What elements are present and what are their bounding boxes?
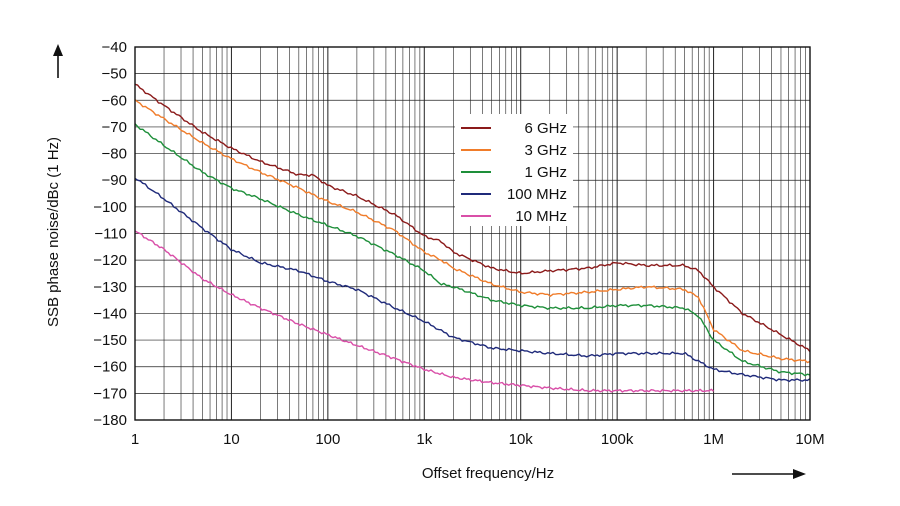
x-tick-label-7: 10M bbox=[795, 431, 824, 448]
y-tick-label-12: −160 bbox=[93, 359, 127, 376]
series-line-4 bbox=[134, 230, 715, 393]
x-tick-label-6: 1M bbox=[703, 431, 724, 448]
y-tick-label-11: −150 bbox=[93, 332, 127, 349]
y-axis-arrow bbox=[53, 44, 63, 78]
legend-label-4: 10 MHz bbox=[515, 208, 567, 225]
y-tick-label-8: −120 bbox=[93, 252, 127, 269]
x-tick-label-1: 10 bbox=[223, 431, 240, 448]
x-tick-label-0: 1 bbox=[131, 431, 139, 448]
grid bbox=[134, 46, 810, 421]
y-tick-label-10: −140 bbox=[93, 305, 127, 322]
x-axis-label: Offset frequency/Hz bbox=[422, 465, 554, 482]
legend-label-2: 1 GHz bbox=[524, 164, 567, 181]
y-tick-label-9: −130 bbox=[93, 279, 127, 296]
legend: 6 GHz 3 GHz 1 GHz 100 MHz 10 MHz bbox=[455, 114, 573, 226]
y-tick-label-14: −180 bbox=[93, 412, 127, 429]
plot-frame bbox=[134, 46, 811, 421]
y-tick-label-6: −100 bbox=[93, 199, 127, 216]
y-tick-label-3: −70 bbox=[102, 119, 127, 136]
y-tick-label-1: −50 bbox=[102, 66, 127, 83]
legend-box bbox=[455, 114, 573, 226]
y-tick-label-4: −80 bbox=[102, 146, 127, 163]
y-tick-label-13: −170 bbox=[93, 385, 127, 402]
series-line-3 bbox=[134, 177, 811, 383]
x-tick-label-2: 100 bbox=[315, 431, 340, 448]
legend-label-1: 3 GHz bbox=[524, 142, 567, 159]
series-line-2 bbox=[134, 123, 811, 377]
legend-label-3: 100 MHz bbox=[507, 186, 567, 203]
x-axis-arrow bbox=[732, 469, 806, 479]
series-line-1 bbox=[134, 99, 811, 364]
tick-labels: −40 −50 −60 −70 −80 −90 −100 −110 −120 −130 −140 −1… bbox=[93, 39, 824, 448]
x-tick-label-4: 10k bbox=[509, 431, 534, 448]
x-tick-label-5: 100k bbox=[601, 431, 634, 448]
series-line-0 bbox=[134, 83, 811, 353]
y-tick-label-0: −40 bbox=[102, 39, 127, 56]
x-tick-label-3: 1k bbox=[416, 431, 432, 448]
y-tick-label-7: −110 bbox=[94, 226, 127, 243]
y-tick-label-2: −60 bbox=[102, 92, 127, 109]
y-tick-label-5: −90 bbox=[102, 172, 127, 189]
series-lines bbox=[134, 83, 811, 393]
plot-border bbox=[134, 46, 811, 421]
y-axis-label: SSB phase noise/dBc (1 Hz) bbox=[45, 137, 62, 327]
legend-label-0: 6 GHz bbox=[524, 120, 567, 137]
